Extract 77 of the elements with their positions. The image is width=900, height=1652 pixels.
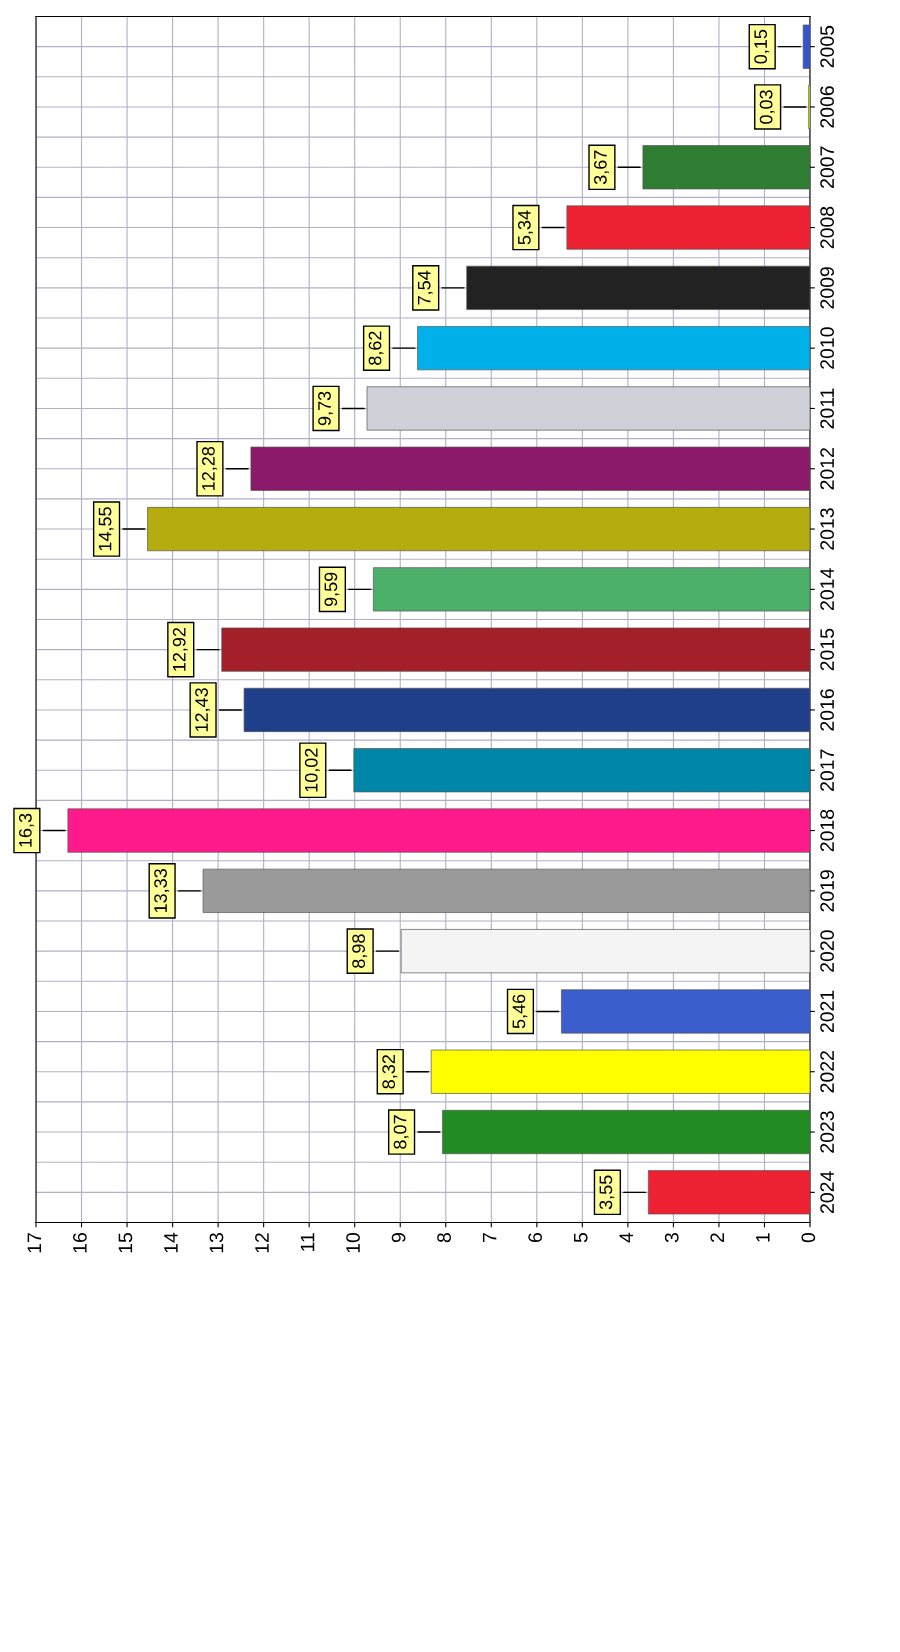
data-label: 13,33 [154, 869, 170, 913]
data-label: 8,98 [352, 934, 368, 968]
x-tick-label: 14 [164, 1232, 178, 1253]
bar [442, 1109, 810, 1155]
bar [147, 507, 810, 552]
y-tick-label: 2014 [820, 568, 834, 610]
data-label: 9,59 [324, 572, 340, 607]
x-tick-label: 13 [209, 1233, 224, 1253]
data-label: 12,28 [201, 446, 217, 490]
data-label: 12,43 [195, 688, 211, 732]
y-tick-label: 2017 [820, 749, 834, 791]
data-label: 5,34 [517, 210, 533, 245]
y-tick-label: 2006 [820, 86, 834, 128]
y-tick-label: 2021 [820, 990, 834, 1033]
y-tick-label: 2018 [820, 809, 834, 852]
bar [353, 748, 810, 793]
x-tick-label: 12 [255, 1233, 269, 1253]
y-tick-label: 2022 [820, 1051, 834, 1093]
data-label: 3,67 [593, 150, 609, 185]
x-tick-label: 1 [756, 1233, 770, 1242]
x-tick-label: 10 [346, 1232, 360, 1253]
y-tick-label: 2011 [820, 388, 834, 429]
bar [243, 687, 810, 732]
bar [221, 627, 810, 672]
bar [250, 446, 810, 491]
data-label: 3,55 [599, 1175, 615, 1210]
bar [400, 929, 810, 974]
bar [366, 386, 810, 431]
x-tick-label: 3 [664, 1233, 679, 1243]
y-tick-label: 2016 [820, 689, 834, 731]
bar [67, 808, 810, 853]
bar [642, 145, 810, 190]
data-label: 14,55 [98, 507, 114, 551]
x-tick-label: 11 [300, 1233, 315, 1251]
data-label: 7,54 [417, 270, 433, 305]
data-label: 8,62 [368, 331, 384, 365]
data-label: 9,73 [318, 391, 333, 426]
bar [648, 1170, 810, 1215]
data-label: 12,92 [172, 627, 188, 671]
y-tick-label: 2019 [820, 870, 834, 912]
x-tick-label: 16 [72, 1233, 87, 1253]
data-label: 8,32 [382, 1055, 398, 1089]
bar [202, 868, 810, 913]
x-tick-label: 2 [710, 1233, 724, 1243]
bar [417, 326, 810, 371]
data-label: 0,03 [759, 90, 775, 124]
y-tick-label: 2010 [820, 327, 834, 369]
data-label: 16,3 [18, 813, 34, 847]
y-tick-label: 2013 [820, 508, 834, 550]
x-tick-label: 9 [391, 1233, 406, 1243]
y-tick-label: 2023 [820, 1111, 834, 1153]
x-tick-label: 15 [118, 1233, 133, 1253]
bar [373, 567, 810, 612]
bar [802, 24, 810, 69]
y-tick-label: 2015 [820, 628, 834, 671]
bar [561, 989, 810, 1034]
data-label: 8,07 [393, 1115, 409, 1149]
x-tick-label: 8 [437, 1233, 451, 1243]
x-tick-label: 17 [27, 1233, 42, 1253]
y-tick-label: 2009 [820, 267, 834, 309]
y-tick-label: 2008 [820, 206, 834, 249]
y-tick-label: 2024 [820, 1171, 834, 1213]
x-tick-label: 4 [619, 1232, 633, 1243]
x-tick-label: 6 [528, 1233, 543, 1243]
data-label: 0,15 [754, 29, 770, 64]
data-label: 10,02 [304, 748, 320, 792]
bar [466, 265, 810, 310]
y-tick-label: 2012 [820, 448, 834, 490]
x-tick-label: 0 [801, 1232, 816, 1243]
data-label: 5,46 [512, 994, 528, 1029]
y-tick-label: 2005 [820, 25, 834, 68]
bar [430, 1049, 810, 1094]
x-tick-label: 7 [482, 1233, 497, 1243]
x-tick-label: 5 [574, 1233, 588, 1243]
y-tick-label: 2020 [820, 930, 834, 972]
y-tick-label: 2007 [820, 146, 834, 188]
bar [566, 205, 810, 250]
